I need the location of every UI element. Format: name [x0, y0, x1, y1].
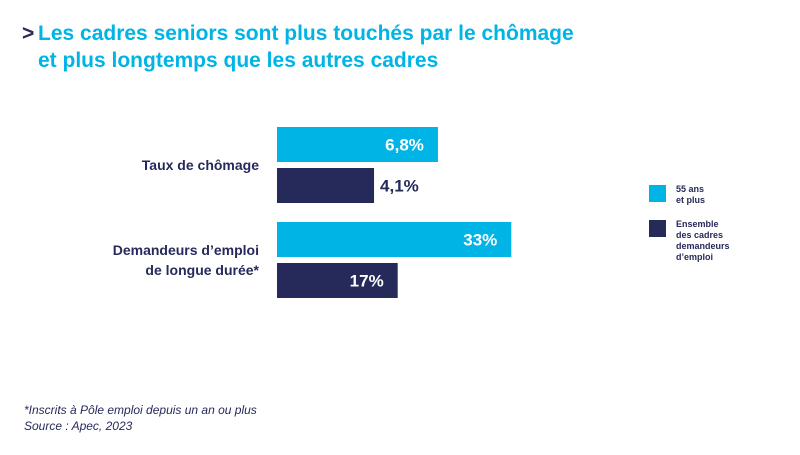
legend-label-1-l2: demandeurs — [676, 241, 730, 251]
category-label-g1-l0: Demandeurs d’emploi — [113, 242, 259, 258]
footnote-note: *Inscrits à Pôle emploi depuis un an ou … — [24, 403, 257, 417]
bar-g1-s0 — [277, 222, 512, 257]
data-label-g1-s1: 17% — [350, 272, 384, 291]
bar-g0-s0 — [277, 127, 438, 162]
chevron-icon: > — [22, 22, 35, 45]
data-label-g0-s1: 4,1% — [380, 177, 419, 196]
title-line-2: et plus longtemps que les autres cadres — [38, 49, 439, 72]
legend-label-0-l1: et plus — [676, 195, 705, 205]
data-label-g0-s0: 6,8% — [385, 136, 424, 155]
category-label-g1-l1: de longue durée* — [145, 262, 259, 278]
legend-swatch-1 — [649, 220, 666, 237]
legend-label-0-l0: 55 ans — [676, 184, 704, 194]
legend-label-1-l1: des cadres — [676, 230, 723, 240]
data-label-g1-s0: 33% — [463, 231, 497, 250]
legend-label-1-l3: d’emploi — [676, 252, 713, 262]
title-line-1: Les cadres seniors sont plus touchés par… — [38, 22, 574, 45]
footnote-source: Source : Apec, 2023 — [24, 419, 133, 433]
footnote: *Inscrits à Pôle emploi depuis un an ou … — [24, 402, 257, 434]
chart-title: > Les cadres seniors sont plus touchés pa… — [22, 20, 642, 74]
legend-label-1-l0: Ensemble — [676, 219, 719, 229]
bar-g0-s1 — [277, 168, 375, 203]
bar-g1-s1 — [277, 263, 398, 298]
legend-swatch-0 — [649, 185, 666, 202]
category-label-g0-l0: Taux de chômage — [142, 157, 259, 173]
